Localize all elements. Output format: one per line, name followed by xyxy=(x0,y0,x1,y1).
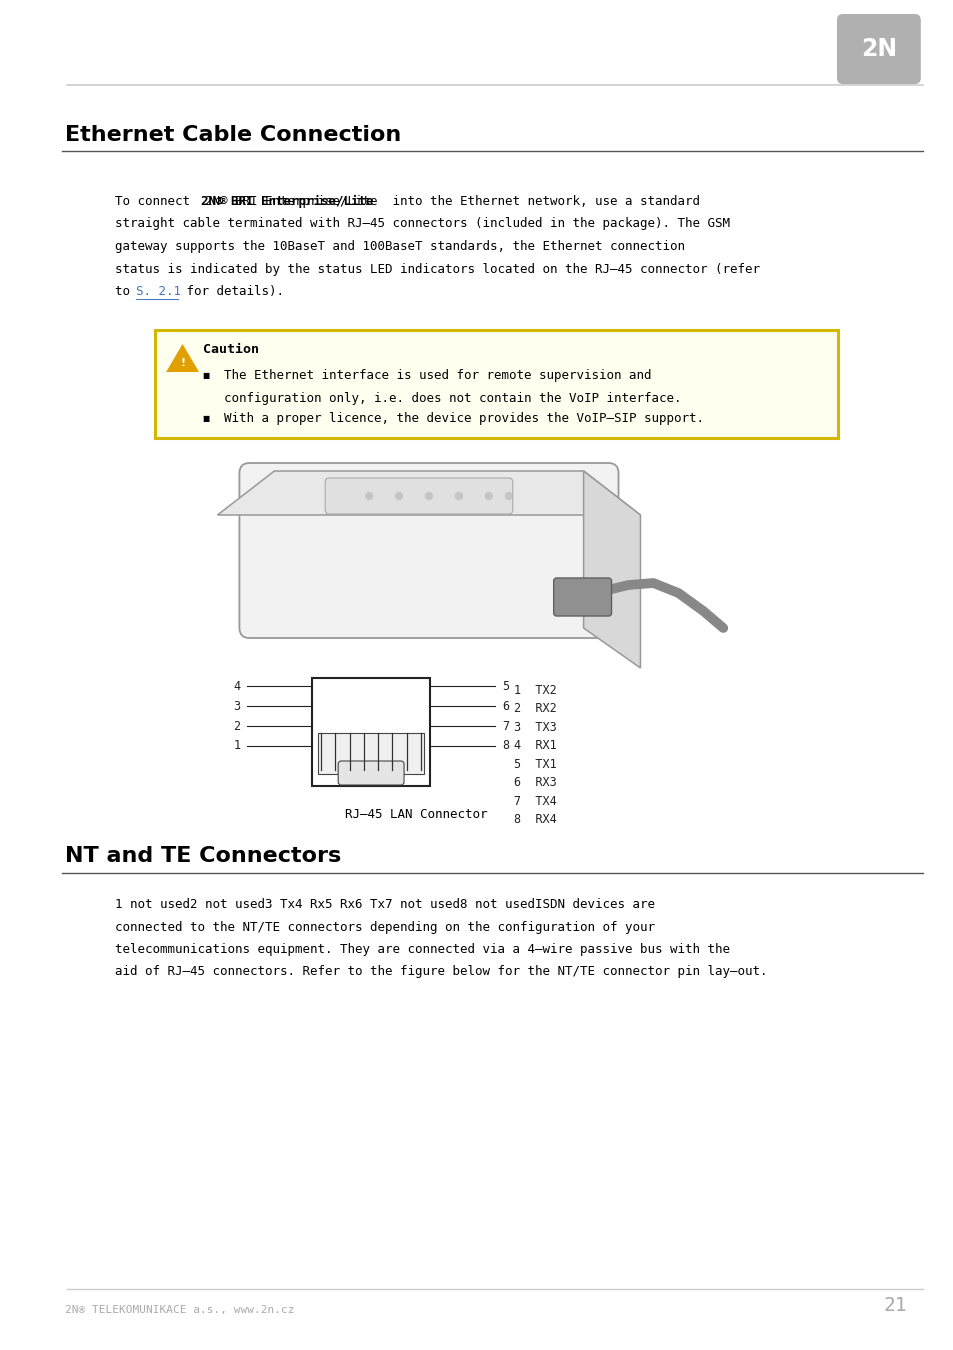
Text: to: to xyxy=(114,285,137,298)
Text: 7  TX4: 7 TX4 xyxy=(514,795,556,809)
Text: NT and TE Connectors: NT and TE Connectors xyxy=(65,846,341,865)
Text: S. 2.1: S. 2.1 xyxy=(136,285,181,298)
FancyBboxPatch shape xyxy=(239,463,618,639)
Polygon shape xyxy=(583,471,639,668)
Text: Caution: Caution xyxy=(202,343,258,356)
Text: ■: ■ xyxy=(202,414,210,423)
Text: 3: 3 xyxy=(233,699,240,713)
Text: 1 not used2 not used3 Tx4 Rx5 Rx6 Tx7 not used8 not usedISDN devices are: 1 not used2 not used3 Tx4 Rx5 Rx6 Tx7 no… xyxy=(114,898,654,911)
FancyBboxPatch shape xyxy=(836,14,920,84)
Text: 4: 4 xyxy=(233,679,240,693)
Text: 6: 6 xyxy=(501,699,508,713)
Text: status is indicated by the status LED indicators located on the RJ–45 connector : status is indicated by the status LED in… xyxy=(114,262,759,275)
Text: 2N: 2N xyxy=(860,36,896,61)
FancyBboxPatch shape xyxy=(318,733,423,774)
Circle shape xyxy=(395,493,402,500)
Text: Ethernet Cable Connection: Ethernet Cable Connection xyxy=(65,126,400,144)
Text: To connect  2N® BRI Enterprise/Lite  into the Ethernet network, use a standard: To connect 2N® BRI Enterprise/Lite into … xyxy=(114,194,699,208)
Circle shape xyxy=(505,493,512,500)
Text: 1  TX2: 1 TX2 xyxy=(514,684,556,697)
Text: With a proper licence, the device provides the VoIP–SIP support.: With a proper licence, the device provid… xyxy=(224,412,703,425)
Circle shape xyxy=(455,493,462,500)
Text: 6  RX3: 6 RX3 xyxy=(514,776,556,790)
FancyBboxPatch shape xyxy=(325,478,512,514)
FancyBboxPatch shape xyxy=(566,585,594,605)
Text: 2N® TELEKOMUNIKACE a.s., www.2n.cz: 2N® TELEKOMUNIKACE a.s., www.2n.cz xyxy=(65,1305,294,1315)
Text: 21: 21 xyxy=(882,1296,906,1315)
Text: 3  TX3: 3 TX3 xyxy=(514,721,556,734)
Text: 2N® BRI Enterprise/Lite: 2N® BRI Enterprise/Lite xyxy=(201,194,374,208)
Polygon shape xyxy=(166,344,199,373)
FancyBboxPatch shape xyxy=(553,578,611,616)
FancyBboxPatch shape xyxy=(312,678,430,786)
Text: The Ethernet interface is used for remote supervision and: The Ethernet interface is used for remot… xyxy=(224,369,651,382)
FancyBboxPatch shape xyxy=(337,761,404,784)
Text: straight cable terminated with RJ–45 connectors (included in the package). The G: straight cable terminated with RJ–45 con… xyxy=(114,217,729,231)
Text: configuration only, i.e. does not contain the VoIP interface.: configuration only, i.e. does not contai… xyxy=(224,392,681,405)
Text: RJ–45 LAN Connector: RJ–45 LAN Connector xyxy=(344,809,487,821)
Text: 1: 1 xyxy=(233,740,240,752)
Text: 2: 2 xyxy=(233,720,240,733)
Text: 8: 8 xyxy=(501,740,508,752)
Text: 5: 5 xyxy=(501,679,508,693)
Text: 7: 7 xyxy=(501,720,508,733)
Text: 8  RX4: 8 RX4 xyxy=(514,814,556,826)
Text: connected to the NT/TE connectors depending on the configuration of your: connected to the NT/TE connectors depend… xyxy=(114,921,654,933)
Text: 2  RX2: 2 RX2 xyxy=(514,702,556,716)
Text: 4  RX1: 4 RX1 xyxy=(514,740,556,752)
Text: !: ! xyxy=(180,358,185,369)
Polygon shape xyxy=(217,471,639,514)
Circle shape xyxy=(485,493,492,500)
Text: telecommunications equipment. They are connected via a 4–wire passive bus with t: telecommunications equipment. They are c… xyxy=(114,944,729,956)
Circle shape xyxy=(365,493,373,500)
FancyBboxPatch shape xyxy=(154,329,837,437)
Text: gateway supports the 10BaseT and 100BaseT standards, the Ethernet connection: gateway supports the 10BaseT and 100Base… xyxy=(114,240,684,252)
Text: 5  TX1: 5 TX1 xyxy=(514,757,556,771)
Text: ■: ■ xyxy=(202,371,210,379)
Text: for details).: for details). xyxy=(179,285,284,298)
Text: aid of RJ–45 connectors. Refer to the figure below for the NT/TE connector pin l: aid of RJ–45 connectors. Refer to the fi… xyxy=(114,965,766,979)
Circle shape xyxy=(425,493,432,500)
